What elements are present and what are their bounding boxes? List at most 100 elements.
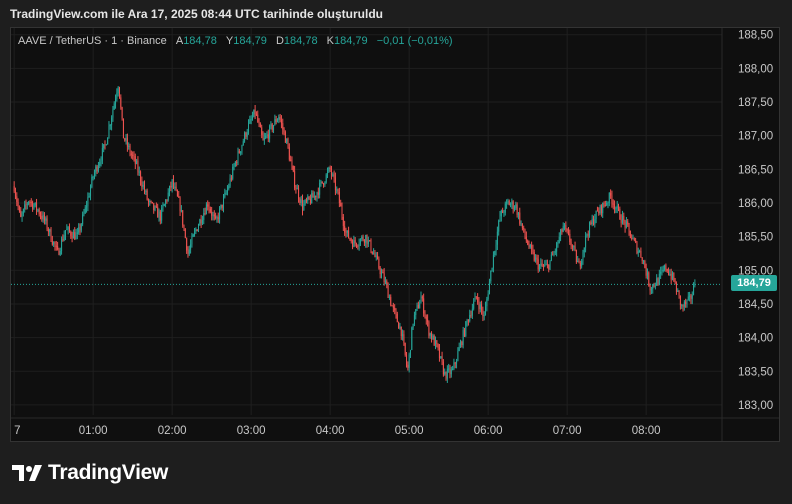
candle-body <box>620 219 622 223</box>
candle-body <box>498 220 500 232</box>
candle-body <box>365 234 367 243</box>
candle-body <box>99 162 101 166</box>
candle-body <box>599 205 601 214</box>
candle-body <box>604 205 606 207</box>
candle-body <box>415 309 417 315</box>
candle-body <box>338 192 340 204</box>
candle-body <box>103 144 105 149</box>
candle-body <box>276 119 278 123</box>
candle-body <box>564 225 566 227</box>
candle-body <box>320 181 322 184</box>
candle-body <box>304 199 306 204</box>
candle-body <box>456 360 458 364</box>
candle-body <box>180 210 182 212</box>
candle-body <box>146 190 148 200</box>
candle-body <box>167 192 169 201</box>
candle-body <box>585 235 587 248</box>
candle-body <box>612 203 614 205</box>
candle-body <box>487 294 489 300</box>
candle-body <box>400 326 402 337</box>
candle-body <box>39 214 41 217</box>
candle-body <box>440 356 442 359</box>
candle-body <box>87 197 89 207</box>
candle-body <box>266 134 268 136</box>
candle-body <box>566 229 568 231</box>
candle-body <box>653 284 655 286</box>
candle-body <box>413 314 415 324</box>
candle-body <box>583 247 585 253</box>
candle-body <box>307 196 309 201</box>
candle-body <box>41 216 43 220</box>
candle-body <box>348 230 350 239</box>
candle-body <box>207 204 209 207</box>
candle-body <box>155 206 157 208</box>
candle-body <box>147 199 149 203</box>
y-tick-label: 184,00 <box>738 333 773 345</box>
candle-body <box>535 257 537 261</box>
candle-body <box>541 263 543 266</box>
candle-body <box>643 260 645 262</box>
candle-body <box>474 296 476 302</box>
candle-body <box>686 299 688 304</box>
candle-body <box>42 214 44 220</box>
candle-body <box>633 238 635 241</box>
candle-body <box>432 335 434 340</box>
candle-body <box>546 264 548 266</box>
candle-body <box>475 296 477 298</box>
candle-body <box>333 174 335 178</box>
candle-body <box>273 125 275 130</box>
candle-body <box>324 182 326 185</box>
candle-body <box>652 284 654 290</box>
candle-body <box>452 369 454 371</box>
tradingview-logo-icon <box>12 465 42 481</box>
candle-body <box>496 231 498 245</box>
candle-body <box>317 192 319 195</box>
chart-panel[interactable] <box>10 27 780 442</box>
candle-body <box>373 253 375 255</box>
x-tick-label: 03:00 <box>237 425 266 437</box>
candle-body <box>204 213 206 215</box>
candle-body <box>248 123 250 133</box>
candle-body <box>662 269 664 271</box>
candle-body <box>80 224 82 231</box>
candle-body <box>21 213 23 217</box>
candle-body <box>470 315 472 317</box>
candle-body <box>471 308 473 316</box>
candle-body <box>394 307 396 311</box>
candle-body <box>619 208 621 220</box>
candle-body <box>125 138 127 141</box>
candle-body <box>416 305 418 310</box>
candle-body <box>511 201 513 205</box>
candle-body <box>124 138 126 141</box>
candle-body <box>577 260 579 263</box>
candle-body <box>367 240 369 244</box>
symbol-label[interactable]: AAVE / TetherUS · 1 · Binance <box>18 35 167 47</box>
x-tick-label: 08:00 <box>632 425 661 437</box>
candle-body <box>673 272 675 281</box>
candle-body <box>49 229 51 232</box>
candle-body <box>689 295 691 297</box>
candle-body <box>610 192 612 196</box>
candle-body <box>412 323 414 328</box>
low-label: D <box>275 35 284 47</box>
candle-body <box>225 192 227 194</box>
y-tick-label: 187,50 <box>738 97 773 109</box>
close-value: 184,79 <box>333 35 368 47</box>
candle-body <box>36 202 38 210</box>
candle-body <box>104 144 106 146</box>
tradingview-branding[interactable]: TradingView <box>12 461 168 485</box>
candle-body <box>121 107 123 119</box>
candle-body <box>575 250 577 263</box>
candle-body <box>349 238 351 240</box>
candle-body <box>377 255 379 259</box>
candle-body <box>112 109 114 118</box>
candle-body <box>499 216 501 221</box>
candle-body <box>45 218 47 221</box>
candle-body <box>149 201 151 203</box>
candle-body <box>205 204 207 215</box>
candle-body <box>195 229 197 232</box>
candle-body <box>453 362 455 370</box>
candle-body <box>249 119 251 124</box>
candle-body <box>641 257 643 261</box>
